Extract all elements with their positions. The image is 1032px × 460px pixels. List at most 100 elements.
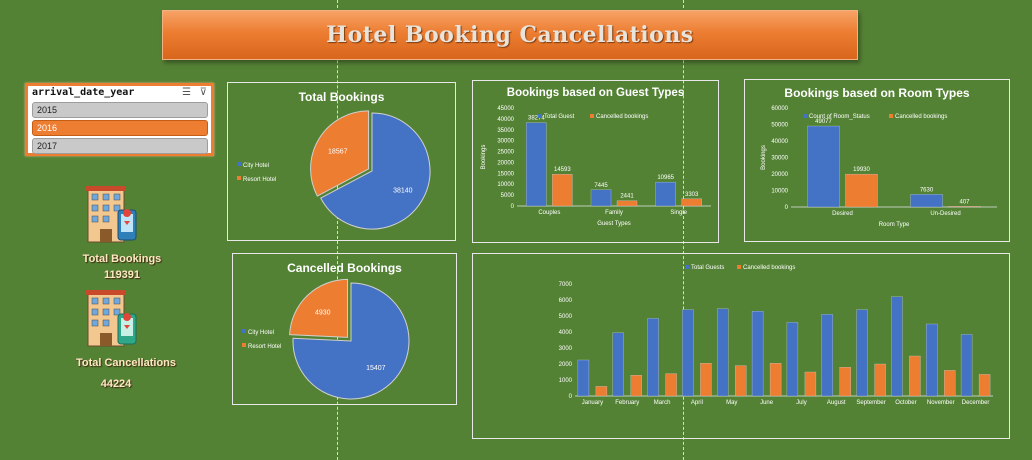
slicer-item-2017[interactable]: 2017	[32, 138, 208, 154]
y-tick-label: 25000	[497, 150, 514, 156]
bar-cancelled-bookings-march	[665, 373, 677, 397]
bar-cancelled-bookings-couples	[552, 174, 573, 207]
bar-total-guests-march	[647, 318, 659, 397]
legend-label: City Hotel	[248, 330, 274, 336]
bar-total-guests-july	[786, 322, 799, 397]
clear-filter-icon[interactable]: ⊽	[199, 87, 207, 98]
bar-data-label: 10965	[657, 175, 674, 181]
x-tick-label: April	[691, 400, 703, 406]
y-tick-label: 0	[785, 205, 789, 211]
bar-cancelled-bookings-desired	[845, 173, 878, 208]
y-tick-label: 50000	[771, 123, 788, 129]
legend-swatch	[737, 265, 741, 269]
slicer-title: arrival_date_year	[32, 87, 135, 98]
bar-data-label: 7445	[594, 183, 608, 189]
y-tick-label: 40000	[771, 139, 788, 145]
x-tick-label: August	[827, 400, 846, 406]
slicer-item-2016[interactable]: 2016	[32, 120, 208, 136]
bar-total-guests-january	[577, 359, 590, 397]
bar-cancelled-bookings-november	[944, 370, 956, 397]
legend-label: Total Guests	[691, 265, 724, 271]
y-tick-label: 3000	[559, 346, 573, 352]
bar-data-label: 2441	[620, 194, 634, 200]
room-types-chart: 0 10000 20000 30000 40000 50000 60000 Desired 49…	[761, 106, 997, 228]
legend-label: Resort Hotel	[243, 177, 276, 183]
legend-label: Cancelled bookings	[596, 114, 648, 120]
pie-slice-city-hotel	[292, 282, 410, 400]
bar-data-label: 19930	[853, 167, 870, 173]
multi-select-icon[interactable]: ☰	[182, 87, 191, 98]
total-bookings-value: 119391	[103, 269, 141, 281]
guest-types-title: Bookings based on Guest Types	[506, 87, 685, 99]
slicer-header: arrival_date_year ☰ ⊽	[28, 86, 211, 101]
legend-swatch	[242, 343, 246, 347]
bar-cancelled-bookings-february	[630, 375, 642, 397]
bar-total-guest-single	[655, 181, 676, 207]
legend-swatch	[889, 114, 893, 118]
legend-label: City Hotel	[243, 163, 269, 169]
cancelled-bookings-pie: 15407 4930 City Hotel Resort Hotel	[242, 278, 410, 400]
bar-data-label: 7630	[920, 187, 934, 193]
pie-slice-resort-hotel	[310, 110, 370, 197]
year-slicer[interactable]: arrival_date_year ☰ ⊽ 2015 2016 2017	[25, 83, 214, 156]
pie-data-label: 18567	[328, 148, 348, 155]
bar-cancelled-bookings-august	[839, 367, 851, 397]
bar-cancelled-bookings-single	[681, 198, 702, 207]
x-tick-label: March	[654, 400, 671, 406]
pie-data-label: 4930	[315, 309, 331, 316]
x-tick-label: September	[856, 400, 885, 406]
bar-data-label: 407	[959, 199, 970, 205]
monthly-panel: 0 1000 2000 3000 4000 5000 6000 7000 January Febr…	[472, 253, 1010, 439]
x-tick-label: May	[726, 400, 737, 406]
legend-label: Cancelled bookings	[895, 114, 947, 120]
bar-total-guests-december	[960, 334, 973, 397]
legend-swatch	[242, 329, 246, 333]
total-cancellations-label: Total Cancellations	[75, 357, 177, 369]
pie-data-label: 38140	[393, 188, 413, 195]
room-types-panel: Bookings based on Room Types 0 10000 20000…	[744, 79, 1010, 242]
y-axis-title: Bookings	[481, 145, 487, 170]
bar-total-guests-august	[821, 314, 833, 397]
y-tick-label: 2000	[559, 362, 573, 368]
y-tick-label: 60000	[771, 106, 788, 112]
y-tick-label: 0	[511, 204, 515, 210]
page-title: Hotel Booking Cancellations	[326, 22, 694, 48]
bar-cancelled-bookings-july	[804, 371, 817, 397]
x-tick-label: November	[927, 400, 955, 406]
y-tick-label: 15000	[497, 171, 514, 177]
legend-label: Total Guest	[544, 114, 575, 120]
y-tick-label: 10000	[497, 182, 514, 188]
x-tick-label: January	[582, 400, 603, 406]
bar-count-of-room-status-desired	[807, 125, 840, 208]
title-banner: Hotel Booking Cancellations	[162, 10, 858, 60]
y-tick-label: 1000	[559, 378, 573, 384]
y-tick-label: 45000	[497, 106, 514, 112]
bar-total-guest-family	[590, 189, 612, 207]
total-cancellations-value: 44224	[100, 378, 132, 390]
total-bookings-panel: Total Bookings 38140 18567 City Hotel Resor…	[227, 82, 456, 241]
bar-cancelled-bookings-january	[595, 386, 608, 397]
x-tick-label: October	[895, 400, 916, 406]
x-axis-title: Guest Types	[597, 221, 631, 227]
x-tick-label: Desired	[832, 211, 853, 217]
bar-total-guests-february	[612, 332, 624, 397]
y-tick-label: 40000	[497, 117, 514, 123]
bar-data-label: 38274	[528, 116, 545, 122]
y-tick-label: 30000	[497, 139, 514, 145]
x-tick-label: Un-Desired	[930, 211, 960, 217]
slicer-item-2015[interactable]: 2015	[32, 102, 208, 118]
y-axis-title: Bookings	[761, 145, 767, 170]
room-types-title: Bookings based on Room Types	[784, 86, 970, 100]
bar-total-guests-may	[717, 308, 729, 397]
x-tick-label: Family	[605, 210, 623, 216]
bar-total-guests-june	[751, 311, 764, 397]
cancelled-bookings-title: Cancelled Bookings	[287, 261, 402, 275]
y-tick-label: 20000	[771, 172, 788, 178]
total-bookings-label: Total Bookings	[82, 253, 162, 265]
y-tick-label: 20000	[497, 160, 514, 166]
cancelled-bookings-panel: Cancelled Bookings 15407 4930 City Hotel Re…	[232, 253, 457, 405]
legend-swatch	[237, 162, 241, 166]
total-bookings-pie: 38140 18567 City Hotel Resort Hotel	[237, 110, 431, 230]
bar-total-guests-september	[856, 309, 868, 397]
monthly-chart: 0 1000 2000 3000 4000 5000 6000 7000 January Febr…	[559, 265, 993, 406]
